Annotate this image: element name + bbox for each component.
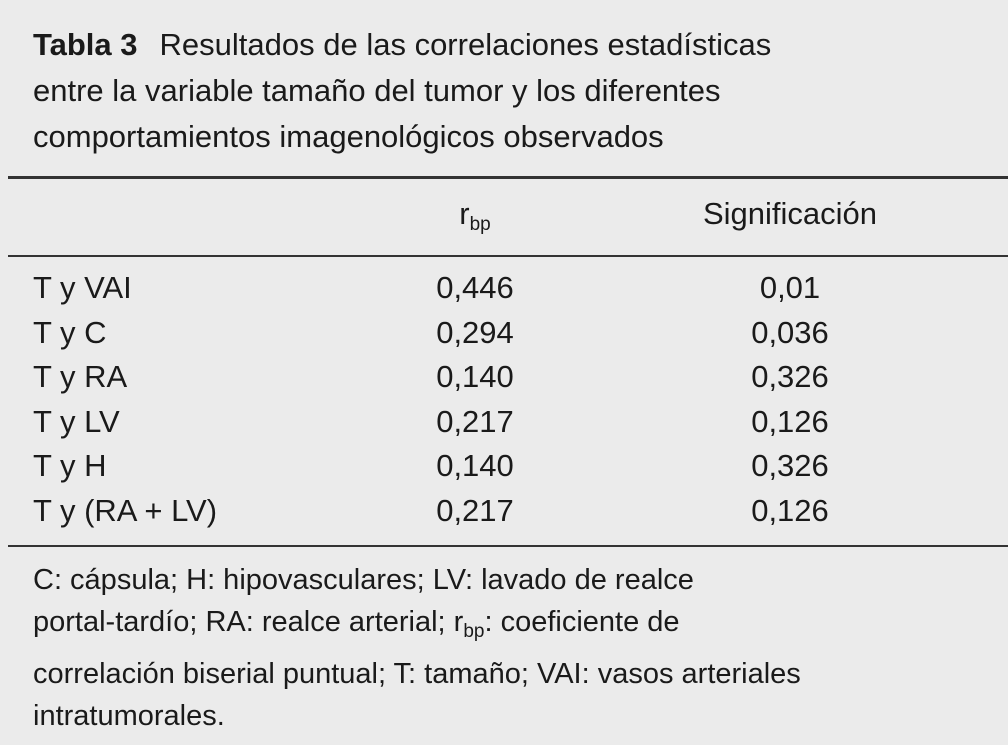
header-text: Significación — [702, 196, 878, 231]
title-lines: Resultados de las correlaciones estadíst… — [33, 27, 771, 154]
table-cell: 0,126 — [751, 493, 829, 528]
footnote-text: correlación biserial puntual; T: tamaño;… — [33, 658, 801, 690]
column-header: rbp — [375, 192, 575, 247]
row-label: T y H — [33, 448, 107, 484]
header-subscript: bp — [469, 214, 491, 235]
row-label: T y (RA + LV) — [33, 493, 218, 528]
table-cell: 0,326 — [751, 448, 829, 484]
row-label: T y VAI — [33, 270, 132, 305]
table-cell: 0,446 — [436, 270, 514, 305]
table-cell: 0,326 — [751, 359, 829, 395]
row-label: T y C — [33, 314, 107, 350]
title-line: entre la variable tamaño del tumor y los… — [33, 73, 721, 108]
table-cell: 0,294 — [436, 314, 514, 350]
title-label: Tabla 3 — [33, 27, 138, 62]
title-line: comportamientos imagenológicos observado… — [33, 119, 664, 154]
table-cell: 0,01 — [759, 270, 821, 305]
table-cell: 0,126 — [751, 403, 829, 439]
row-label: T y RA — [33, 359, 128, 395]
footnote-text: intratumorales. — [33, 700, 225, 732]
header-rule — [8, 255, 1008, 257]
table-cell: 0,217 — [436, 493, 514, 528]
row-label: T y LV — [33, 403, 120, 439]
footnote-text: : coeficiente de — [484, 606, 680, 638]
table-title: Tabla 3 Resultados de las correlaciones e… — [33, 22, 771, 160]
footnote-text: C: cápsula; H: hipovasculares; LV: lavad… — [33, 564, 694, 596]
table-cell: 0,140 — [436, 359, 514, 395]
table-cell: 0,036 — [751, 314, 829, 350]
title-line: Resultados de las correlaciones estadíst… — [159, 27, 772, 62]
header-text: r — [459, 196, 470, 231]
footnote: C: cápsula; H: hipovasculares; LV: lavad… — [33, 559, 801, 737]
table-cell: 0,140 — [436, 448, 514, 484]
table-cell: 0,217 — [436, 403, 514, 439]
footnote-text: portal-tardío; RA: realce arterial; r — [33, 606, 464, 638]
column-header: Significación — [640, 192, 940, 236]
bottom-rule — [8, 545, 1008, 547]
top-rule — [8, 176, 1008, 179]
footnote-subscript: bp — [463, 621, 485, 642]
